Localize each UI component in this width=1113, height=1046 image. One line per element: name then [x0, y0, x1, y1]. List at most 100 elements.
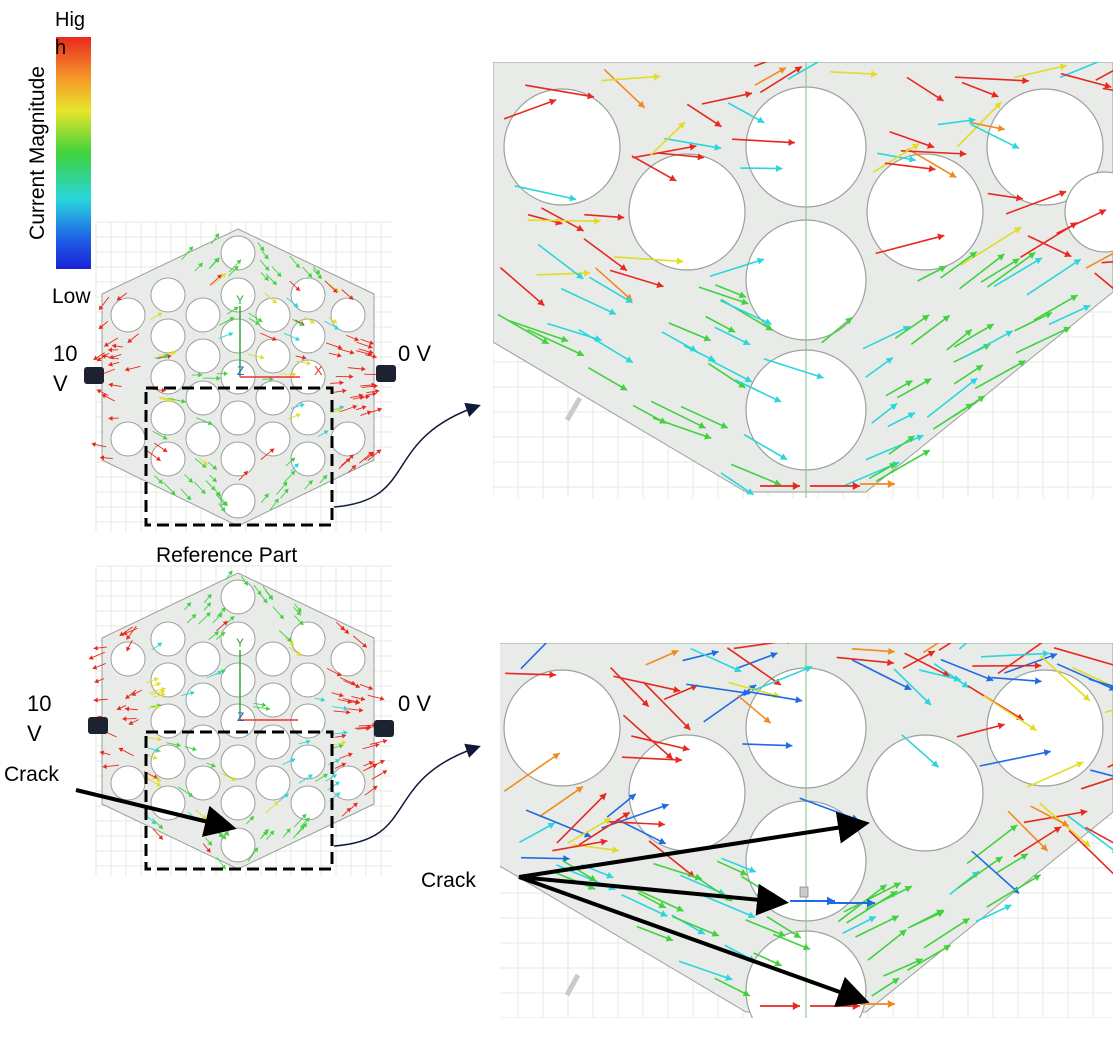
current-arrowhead [774, 959, 782, 967]
current-arrowhead [352, 802, 358, 808]
current-arrowhead [191, 614, 197, 619]
current-arrowhead [108, 361, 113, 367]
current-arrow [657, 152, 705, 159]
current-arrow [883, 958, 923, 977]
reference-left-voltage-line2: V [53, 371, 68, 396]
hole [255, 380, 291, 416]
current-arrowhead [170, 490, 176, 495]
current-arrow [901, 734, 940, 768]
current-arrow [961, 330, 1014, 360]
current-arrowhead [748, 866, 756, 873]
current-arrowhead [155, 704, 161, 710]
current-arrow [938, 643, 952, 651]
current-arrowhead [354, 336, 359, 342]
current-arrowhead [619, 383, 628, 391]
current-arrowhead [608, 308, 617, 315]
current-arrowhead [373, 383, 378, 389]
current-arrow [536, 272, 591, 276]
current-arrowhead [764, 318, 772, 325]
current-arrowhead [249, 816, 254, 821]
current-arrowhead [899, 929, 907, 937]
current-arrowhead [745, 91, 753, 98]
current-arrow [830, 71, 878, 76]
current-arrowhead [348, 295, 354, 300]
current-arrow [698, 286, 749, 305]
current-arrow [843, 882, 902, 913]
current-arrowhead [171, 350, 177, 356]
current-arrowhead [295, 413, 301, 418]
current-arrowhead [770, 652, 778, 659]
current-arrow [567, 817, 612, 844]
current-arrowhead [653, 73, 661, 81]
current-arrow [1060, 72, 1112, 88]
current-arrow [508, 319, 569, 342]
current-arrowhead [379, 695, 385, 701]
current-arrowhead [127, 338, 133, 343]
current-arrowhead [290, 457, 296, 463]
current-arrowhead [576, 349, 584, 357]
current-arrow [714, 977, 751, 997]
current-arrow [918, 669, 961, 681]
current-arrowhead [1005, 330, 1013, 338]
current-arrowhead [220, 669, 226, 674]
current-arrowhead [583, 830, 592, 838]
current-arrow [923, 917, 970, 949]
current-arrowhead [887, 1000, 895, 1008]
current-arrow [986, 874, 1042, 908]
current-arrow [497, 313, 550, 345]
current-arrowhead [306, 739, 311, 745]
current-arrowhead [155, 456, 161, 461]
current-arrowhead [157, 312, 163, 317]
current-arrowhead [748, 684, 757, 692]
current-arrowhead [892, 978, 900, 985]
current-arrowhead [747, 911, 756, 919]
current-arrow [896, 378, 932, 399]
hole [220, 400, 256, 436]
zoom-crack-arrow-middle [518, 875, 789, 916]
current-arrow [690, 647, 742, 673]
hole [185, 765, 221, 801]
current-arrowhead [1059, 63, 1067, 71]
hole [150, 744, 186, 780]
cracked-left-voltage-line2: V [27, 721, 42, 746]
current-arrowhead [739, 869, 748, 876]
current-arrowhead [124, 366, 130, 372]
reference-zoom-current-arrows [497, 62, 1113, 496]
current-arrowhead [265, 706, 271, 712]
current-arrowhead [563, 855, 570, 863]
current-arrow [974, 359, 1026, 390]
current-arrowhead [891, 915, 899, 922]
current-arrowhead [221, 273, 226, 278]
current-arrowhead [207, 840, 213, 846]
current-arrow [907, 148, 957, 179]
current-arrow [709, 258, 765, 278]
current-arrow [1026, 258, 1082, 296]
current-arrowhead [1061, 820, 1069, 827]
current-arrowhead [1104, 82, 1112, 89]
current-arrowhead [660, 910, 668, 917]
current-arrowhead [207, 420, 213, 426]
current-arrowhead [665, 934, 673, 942]
hole [110, 765, 146, 801]
current-arrowhead [937, 233, 945, 241]
current-arrowhead [284, 793, 289, 799]
current-arrowhead [765, 324, 773, 331]
current-arrowhead [153, 677, 159, 682]
current-arrow [884, 162, 936, 171]
current-arrowhead [102, 763, 107, 769]
current-arrowhead [603, 818, 611, 825]
current-arrowhead [1004, 904, 1012, 911]
current-arrowhead [1040, 843, 1048, 851]
current-arrowhead [367, 344, 373, 349]
current-arrowhead [1010, 824, 1018, 832]
current-arrowhead [1080, 809, 1088, 816]
current-arrowhead [995, 856, 1003, 864]
current-arrowhead [942, 315, 950, 323]
current-arrowhead [125, 694, 131, 699]
current-arrowhead [181, 398, 186, 404]
hole [866, 734, 984, 852]
current-arrowhead [374, 742, 380, 748]
current-arrowhead [124, 706, 130, 712]
hole [290, 703, 326, 739]
current-arrowhead [725, 974, 733, 981]
